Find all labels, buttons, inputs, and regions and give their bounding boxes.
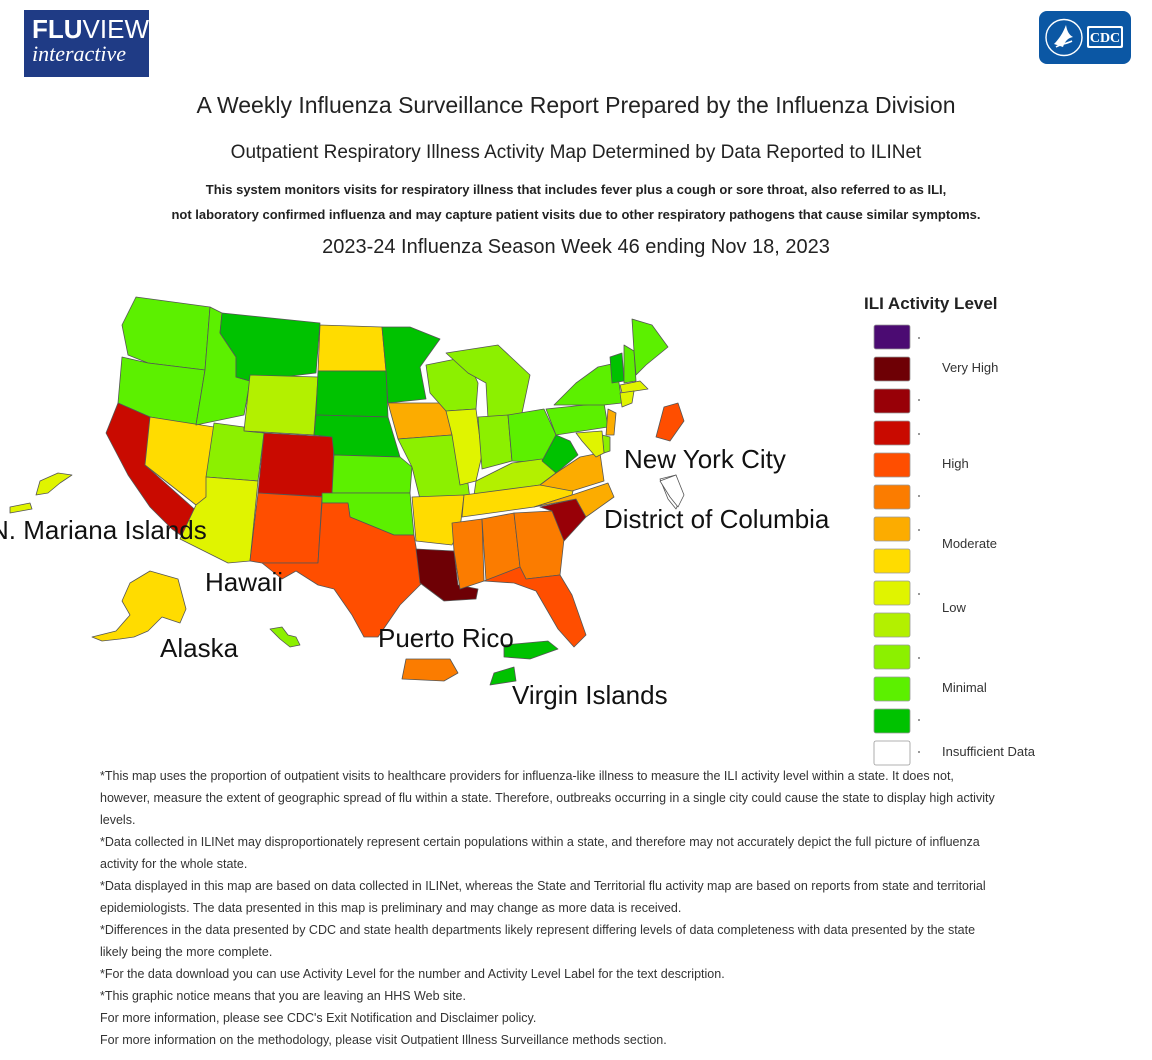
label-virgin-islands: Virgin Islands: [512, 680, 668, 710]
state-ma[interactable]: [619, 380, 649, 394]
legend-swatch-minimal-2[interactable]: [873, 676, 911, 702]
state-mn[interactable]: [381, 326, 441, 404]
legend-label-very-high: Very High: [942, 360, 999, 375]
legend-swatch-insufficient[interactable]: [873, 740, 911, 766]
state-hi[interactable]: [269, 626, 301, 648]
state-nj[interactable]: [605, 408, 617, 436]
fluview-logo-line1: FLUVIEW: [32, 14, 149, 44]
state-ri[interactable]: [655, 402, 685, 442]
state-md[interactable]: [575, 430, 605, 458]
state-wv[interactable]: [541, 434, 579, 474]
legend-swatch-moderate-2[interactable]: [873, 548, 911, 574]
state-nyc[interactable]: [659, 474, 685, 508]
legend-bracket-very-high: [918, 337, 920, 401]
state-in[interactable]: [477, 414, 513, 470]
label-alaska: Alaska: [160, 633, 239, 663]
legend-bracket-low: [918, 593, 920, 595]
state-pa[interactable]: [545, 402, 609, 436]
ili-activity-map[interactable]: New York City District of Columbia N. Ma…: [0, 285, 860, 725]
hhs-eagle-icon: CDC: [1045, 18, 1123, 57]
legend-swatch-high-3[interactable]: [873, 484, 911, 510]
legend-label-low: Low: [942, 600, 966, 615]
footnote-link[interactable]: For more information on the methodology,…: [100, 1033, 667, 1047]
state-tx[interactable]: [261, 502, 423, 638]
footnote-link[interactable]: For more information, please see CDC's E…: [100, 1011, 537, 1025]
description-line-2: not laboratory confirmed influenza and m…: [171, 207, 981, 222]
legend-swatch-low-1[interactable]: [873, 580, 911, 606]
legend-swatch-minimal-1[interactable]: [873, 644, 911, 670]
fluview-logo-bold: FLU: [32, 14, 83, 44]
legend-label-insufficient: Insufficient Data: [942, 744, 1035, 759]
state-nd[interactable]: [317, 324, 387, 372]
legend-swatch-very-high-1[interactable]: [873, 324, 911, 350]
state-ms[interactable]: [451, 518, 485, 590]
label-n-mariana-islands: N. Mariana Islands: [0, 515, 207, 545]
legend-label-high: High: [942, 456, 969, 471]
legend-bracket-high: [918, 433, 920, 497]
description-line-1: This system monitors visits for respirat…: [205, 182, 947, 197]
legend-swatch-moderate-1[interactable]: [873, 516, 911, 542]
state-me[interactable]: [631, 318, 669, 376]
report-title: A Weekly Influenza Surveillance Report P…: [196, 92, 956, 118]
footnote: *Data displayed in this map are based on…: [100, 879, 986, 915]
label-hawaii: Hawaii: [205, 567, 283, 597]
state-wa[interactable]: [121, 296, 211, 371]
state-pr[interactable]: [401, 658, 459, 682]
state-vi[interactable]: [489, 640, 559, 686]
state-wy[interactable]: [243, 374, 319, 436]
legend-title: ILI Activity Level: [864, 294, 998, 313]
legend-swatch-very-high-3[interactable]: [873, 388, 911, 414]
legend-swatches: [873, 324, 920, 766]
footnote: *For the data download you can use Activ…: [100, 967, 725, 981]
label-district-of-columbia: District of Columbia: [604, 504, 830, 534]
state-nc[interactable]: [533, 482, 615, 518]
footnote: *This map uses the proportion of outpati…: [100, 769, 995, 827]
state-ia[interactable]: [387, 402, 453, 440]
map-subtitle: Outpatient Respiratory Illness Activity …: [230, 142, 922, 163]
footnote: *This graphic notice means that you are …: [100, 989, 466, 1003]
label-new-york-city: New York City: [624, 444, 786, 474]
state-ct[interactable]: [619, 390, 635, 408]
label-puerto-rico: Puerto Rico: [378, 623, 514, 653]
state-vt[interactable]: [609, 352, 625, 384]
state-mp[interactable]: [9, 472, 73, 514]
cdc-logo[interactable]: CDC: [1039, 11, 1131, 64]
legend-swatch-high-2[interactable]: [873, 452, 911, 478]
fluview-logo-rest: VIEW: [82, 14, 149, 44]
legend-label-minimal: Minimal: [942, 680, 987, 695]
legend-swatch-high-1[interactable]: [873, 420, 911, 446]
footnotes: *This map uses the proportion of outpati…: [100, 765, 1000, 1051]
state-ak[interactable]: [91, 570, 187, 642]
legend-swatch-minimal-3[interactable]: [873, 708, 911, 734]
fluview-logo-line2: interactive: [32, 41, 127, 66]
state-nh[interactable]: [623, 344, 637, 384]
fluview-interactive-logo[interactable]: FLUVIEW interactive: [24, 10, 149, 77]
state-az[interactable]: [179, 476, 259, 564]
legend-bracket-moderate: [918, 529, 920, 531]
state-nm[interactable]: [249, 492, 323, 564]
footnote: *Differences in the data presented by CD…: [100, 923, 976, 959]
cdc-logo-text: CDC: [1090, 31, 1120, 46]
season-week-title: 2023-24 Influenza Season Week 46 ending …: [322, 236, 830, 258]
state-sd[interactable]: [315, 370, 389, 418]
legend-label-moderate: Moderate: [942, 536, 997, 551]
state-co[interactable]: [257, 432, 335, 498]
state-ks[interactable]: [331, 454, 413, 494]
legend-swatch-low-2[interactable]: [873, 612, 911, 638]
footnote: *Data collected in ILINet may disproport…: [100, 835, 980, 871]
legend-swatch-very-high-2[interactable]: [873, 356, 911, 382]
state-fl[interactable]: [483, 566, 587, 648]
legend-bracket-minimal: [918, 657, 920, 721]
